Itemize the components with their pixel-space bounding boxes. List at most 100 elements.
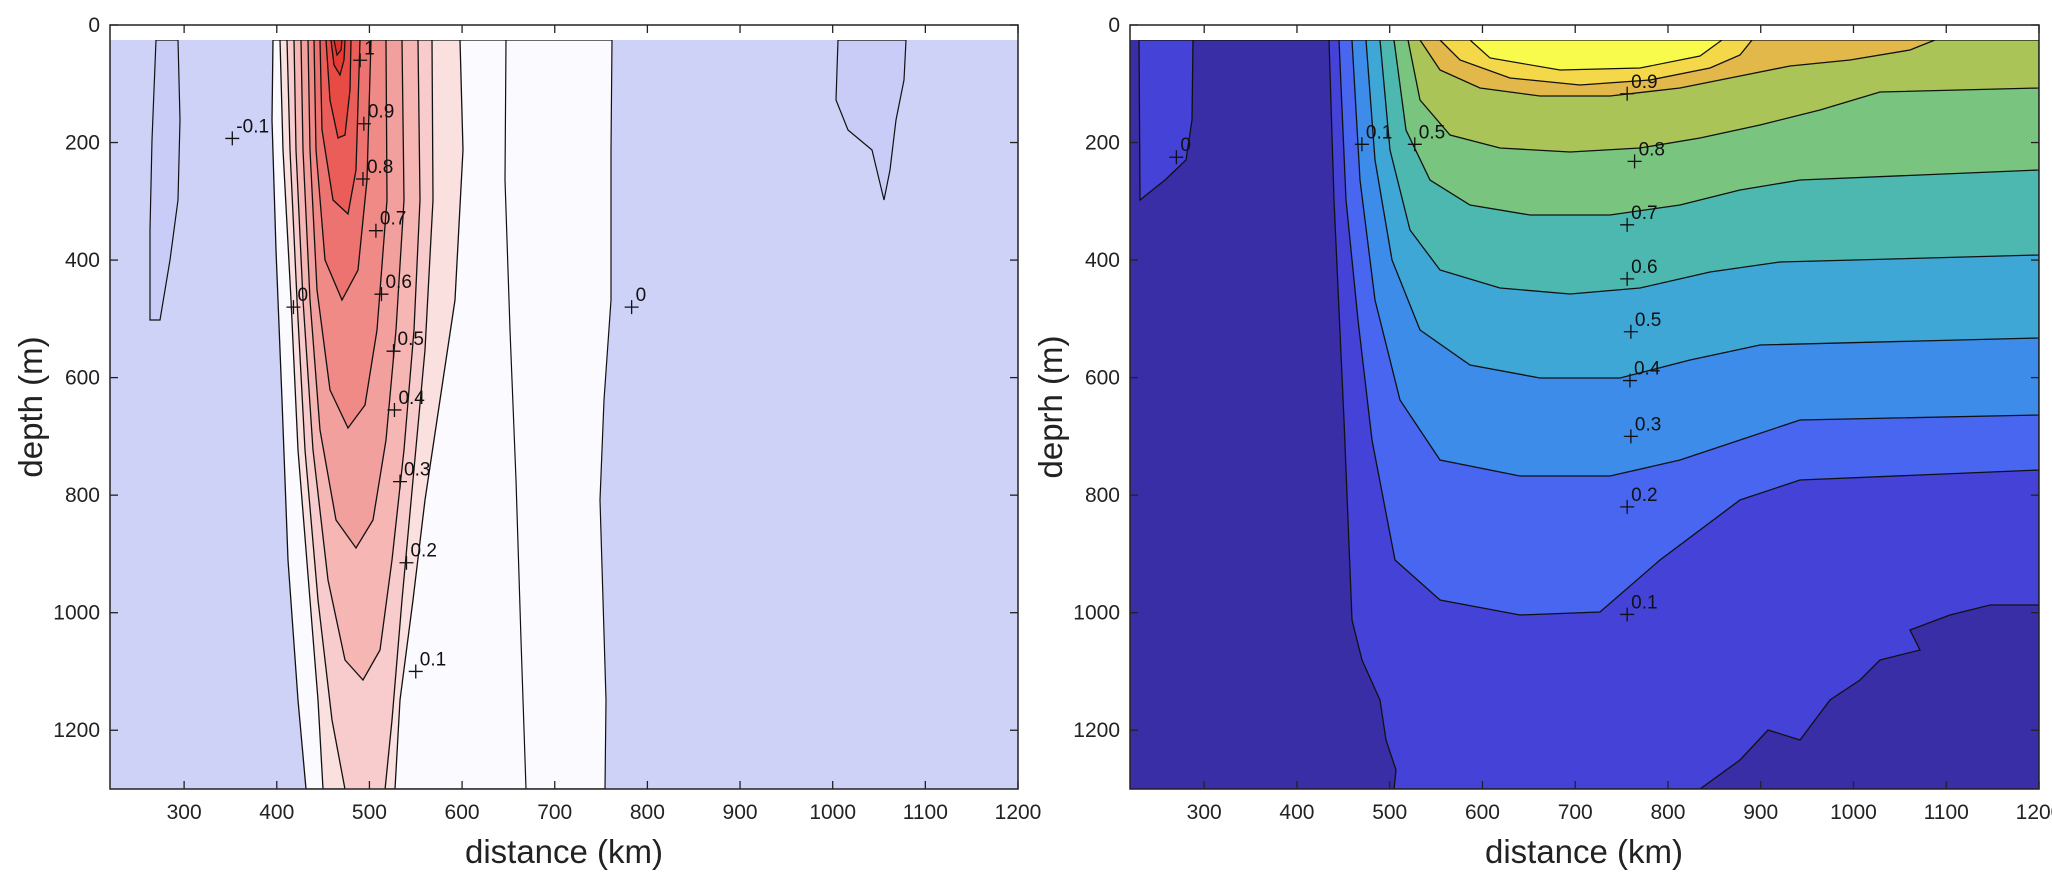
left-contour-marker (374, 287, 389, 302)
left-contour-label: 0.6 (385, 272, 411, 293)
left-contour-label: 0.3 (404, 460, 430, 481)
right-contour-marker (1354, 137, 1369, 152)
left-contour-label: 0.5 (398, 329, 424, 350)
left-x-tick-label: 600 (445, 801, 480, 824)
right-contour-fills (1130, 25, 2039, 789)
right-contour-marker (1627, 154, 1642, 169)
right-x-tick-label: 700 (1558, 801, 1593, 824)
left-contour-marker (393, 474, 408, 489)
left-contour-marker (624, 300, 639, 315)
left-contour-fills (110, 25, 1018, 789)
right-y-tick-label: 400 (1085, 249, 1120, 272)
left-x-tick-label: 1100 (903, 801, 948, 824)
right-contour-label: 0.3 (1635, 414, 1661, 435)
left-y-tick-label: 1200 (53, 719, 100, 742)
left-contour-label: 0.2 (410, 541, 436, 562)
left-contour-marker (356, 116, 371, 131)
left-x-tick-label: 800 (630, 801, 665, 824)
right-y-tick-label: 0 (1108, 14, 1120, 37)
left-contour-label: 0 (636, 285, 647, 306)
right-x-tick-label: 800 (1650, 801, 1685, 824)
right-contour-label: 0.9 (1631, 72, 1657, 93)
left-negative-blob-2 (835, 39, 907, 201)
right-contour-marker (1620, 607, 1635, 622)
left-contour-marker (387, 402, 402, 417)
left-x-tick-label: 500 (352, 801, 387, 824)
right-axes: 300 400 500 600 700 800 900 1000 1100 1200 0 200 400… (1073, 14, 2052, 824)
right-contour-marker (1623, 429, 1638, 444)
right-contour-plot (1130, 25, 2039, 789)
right-contour-marker (1407, 137, 1422, 152)
left-contour-marker (386, 344, 401, 359)
left-x-tick-label: 1200 (995, 801, 1042, 824)
left-y-tick-label: 0 (88, 14, 100, 37)
right-x-tick-label: 900 (1743, 801, 1778, 824)
left-contour-plot (110, 25, 1018, 789)
left-x-tick-label: 400 (259, 801, 294, 824)
left-contour-label: 0.1 (420, 649, 446, 670)
right-contour-marker (1620, 86, 1635, 101)
right-x-axis-title: distance (km) (1485, 833, 1683, 870)
left-contour-label: 1 (364, 38, 375, 59)
left-contour-marker (368, 223, 383, 238)
right-y-axis-title: deprh (m) (1032, 335, 1069, 478)
right-contour-marker (1620, 271, 1635, 286)
right-y-tick-label: 1200 (1073, 719, 1120, 742)
left-contour-label: 0.8 (367, 157, 393, 178)
left-x-tick-label: 900 (723, 801, 758, 824)
right-contour-marker (1622, 373, 1637, 388)
right-contour-marker (1620, 217, 1635, 232)
right-contour-label: 0.5 (1635, 310, 1661, 331)
left-top-gap (110, 25, 1018, 40)
right-contour-label: 0.8 (1639, 139, 1665, 160)
left-x-tick-label: 1000 (809, 801, 856, 824)
left-contour-marker (286, 300, 301, 315)
right-contour-label: 0.4 (1634, 359, 1661, 380)
left-y-tick-label: 800 (65, 484, 100, 507)
left-axes-frame (109, 24, 1019, 790)
right-x-tick-label: 1000 (1830, 801, 1877, 824)
left-y-tick-label: 200 (65, 132, 100, 155)
right-contour-label: 0 (1180, 135, 1191, 156)
left-x-axis-title: distance (km) (465, 833, 663, 870)
left-x-tick-label: 700 (537, 801, 572, 824)
right-contour-marker (1620, 499, 1635, 514)
right-x-tick-label: 500 (1372, 801, 1407, 824)
right-contour-label: 0.1 (1631, 592, 1657, 613)
left-fill-zero-2 (504, 39, 613, 789)
left-x-tick-label: 300 (167, 801, 202, 824)
left-contour-marker (408, 664, 423, 679)
right-contour-marker (1169, 150, 1184, 165)
left-contour-marker (399, 555, 414, 570)
left-y-tick-label: 600 (65, 367, 100, 390)
right-contour-label: 0.1 (1366, 122, 1392, 143)
right-x-tick-label: 300 (1187, 801, 1222, 824)
right-x-tick-label: 1200 (2016, 801, 2052, 824)
left-y-axis-title: depth (m) (12, 336, 49, 477)
left-axes: 300 400 500 600 700 800 900 1000 1100 1200 0 200 400… (53, 14, 1041, 824)
left-negative-blob-1 (149, 39, 181, 321)
left-contour-label: 0.9 (368, 102, 394, 123)
right-contour-label: 0.2 (1631, 485, 1657, 506)
right-contour-label: 0.6 (1631, 257, 1657, 278)
right-y-tick-label: 200 (1085, 132, 1120, 155)
right-top-gap (1130, 25, 2039, 40)
left-contour-label: -0.1 (236, 116, 269, 137)
left-contour-label: 0.4 (398, 388, 425, 409)
right-y-tick-label: 600 (1085, 367, 1120, 390)
right-y-tick-label: 800 (1085, 484, 1120, 507)
left-contour-label: 0.7 (380, 209, 406, 230)
right-x-tick-label: 1100 (1924, 801, 1969, 824)
right-x-tick-label: 600 (1465, 801, 1500, 824)
left-y-tick-label: 400 (65, 249, 100, 272)
left-contour-marker (355, 171, 370, 186)
right-x-tick-label: 400 (1279, 801, 1314, 824)
right-y-tick-label: 1000 (1073, 602, 1120, 625)
right-contour-marker (1623, 324, 1638, 339)
left-contour-marker (353, 53, 368, 68)
right-contour-label: 0.7 (1631, 203, 1657, 224)
left-contour-label: 0 (297, 285, 308, 306)
left-contour-marker (225, 131, 240, 146)
right-contour-label: 0.5 (1419, 122, 1445, 143)
